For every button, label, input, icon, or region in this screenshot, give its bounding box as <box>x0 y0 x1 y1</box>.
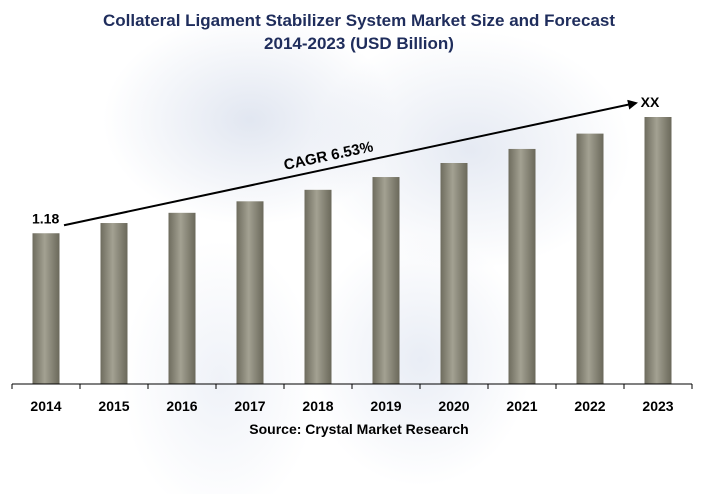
bar-2017 <box>236 201 264 384</box>
source-note: Source: Crystal Market Research <box>249 421 469 437</box>
x-tick-label-2017: 2017 <box>234 398 265 414</box>
bar-2022 <box>576 133 604 384</box>
bar-2015 <box>100 223 128 384</box>
data-label-2014: 1.18 <box>32 210 59 226</box>
x-tick-label-2022: 2022 <box>574 398 605 414</box>
x-tick-label-2023: 2023 <box>642 398 673 414</box>
bar-2018 <box>304 189 332 384</box>
data-label-2023: XX <box>641 94 660 110</box>
x-tick-label-2018: 2018 <box>302 398 333 414</box>
bar-2019 <box>372 177 400 384</box>
x-tick-label-2016: 2016 <box>166 398 197 414</box>
x-tick-label-2020: 2020 <box>438 398 469 414</box>
bar-2021 <box>508 148 536 384</box>
x-tick-label-2019: 2019 <box>370 398 401 414</box>
bar-2020 <box>440 162 468 384</box>
bar-2016 <box>168 212 196 384</box>
x-tick-label-2015: 2015 <box>98 398 129 414</box>
cagr-trend-arrow <box>63 99 638 227</box>
x-tick-label-2021: 2021 <box>506 398 537 414</box>
bar-2023 <box>644 117 672 384</box>
x-tick-label-2014: 2014 <box>30 398 61 414</box>
chart-subtitle: 2014-2023 (USD Billion) <box>264 34 454 53</box>
chart-title: Collateral Ligament Stabilizer System Ma… <box>102 11 616 30</box>
bar-2014 <box>32 233 60 384</box>
